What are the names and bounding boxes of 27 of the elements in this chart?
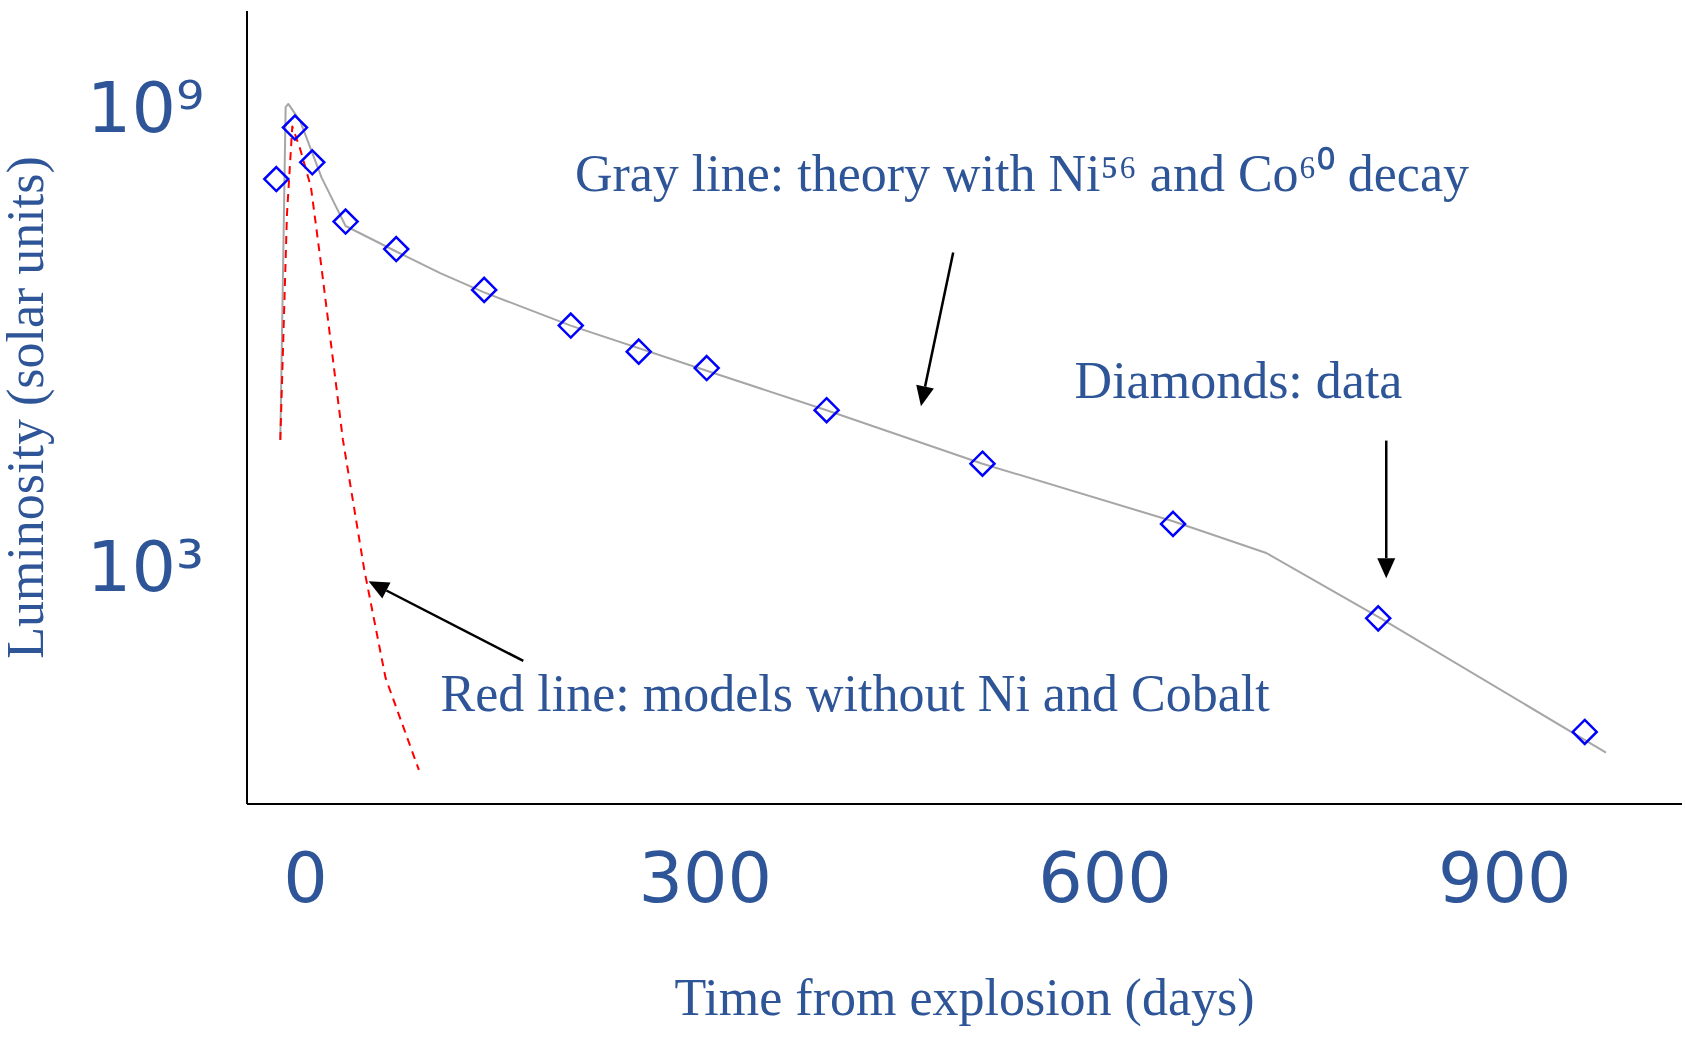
annotation: Red line: models without Ni and Cobalt [440,665,1271,723]
point [1159,510,1187,538]
point [299,149,326,176]
point [1364,605,1392,632]
point [813,396,840,424]
x-tick-label: 600 [1038,836,1172,919]
point [332,208,359,235]
x-tick-label: 0 [283,836,328,919]
point [382,235,410,263]
x-axis-title: Time from explosion (days) [674,969,1255,1027]
point [557,312,585,339]
annotation: Diamonds: data [1074,351,1403,409]
point [263,165,290,193]
y-tick-label: 10⁹ [86,66,204,149]
point [969,450,996,477]
y-axis-title: Luminosity (solar units) [0,156,56,659]
point [281,114,309,141]
x-tick-label: 300 [638,836,773,919]
y-tick-label: 10³ [86,526,204,609]
line-series [279,125,420,771]
annotation: Gray line: theory with Ni⁵⁶ and Co⁶⁰ decay [574,145,1469,203]
point [1571,718,1598,746]
point [625,338,652,365]
point [693,354,720,382]
x-tick-label: 900 [1437,836,1572,919]
line-series [279,102,1608,754]
point [470,276,498,304]
